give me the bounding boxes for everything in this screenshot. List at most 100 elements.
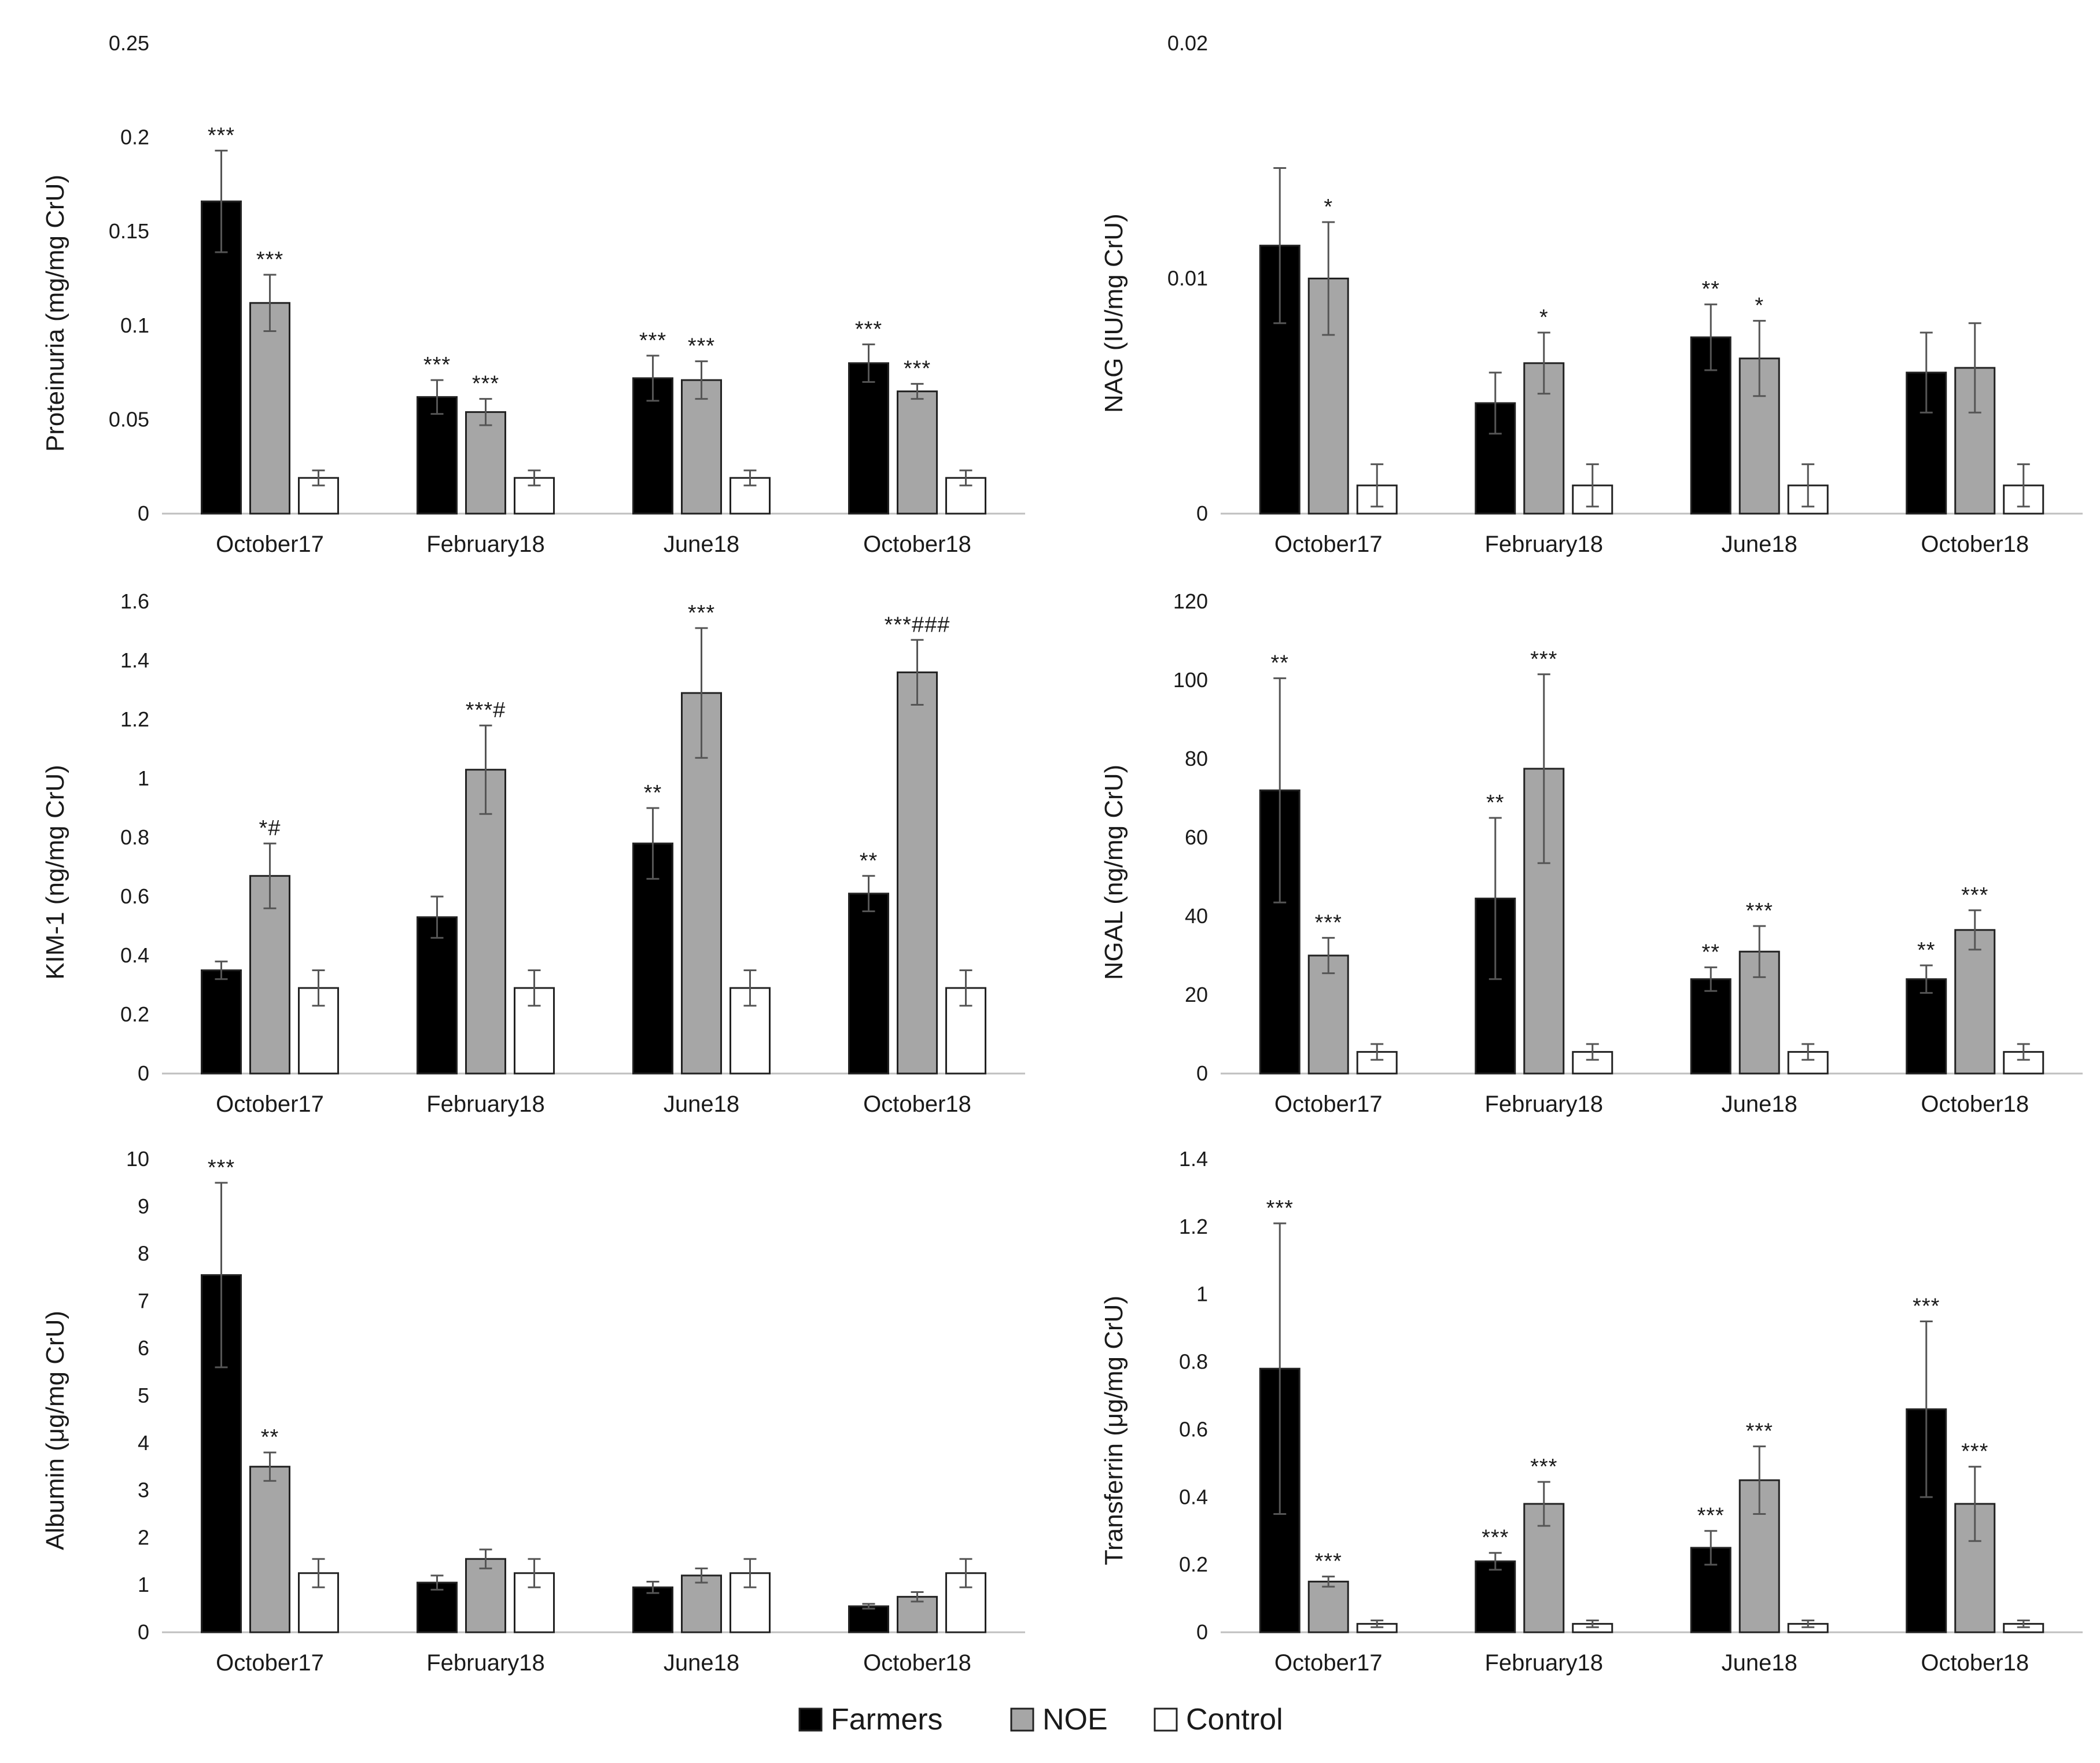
error-bar-noe-october18 <box>911 1591 924 1603</box>
y-tick-label: 0.25 <box>109 31 149 55</box>
significance-label: *** <box>1530 1455 1557 1479</box>
significance-label: ***### <box>885 613 950 637</box>
significance-label: *** <box>1315 910 1342 935</box>
error-bar-farmers-june18 <box>1704 303 1718 371</box>
chart-panel-transferrin: 0 0.2 0.4 0.6 0.8 1 1.2 1.4 Transferrin (μg/mg C… <box>1100 1147 2083 1676</box>
error-bar-farmers-october17 <box>215 149 228 253</box>
legend-swatch-noe <box>1010 1707 1034 1732</box>
chart-panel-nag: 0 0.01 0.02 NAG (IU/mg CrU) October17 * Februa… <box>1100 31 2083 557</box>
y-tick-label: 1 <box>138 1573 149 1596</box>
error-bar-noe-october17 <box>263 1451 277 1482</box>
y-tick-label: 40 <box>1185 904 1208 928</box>
bar-farmers-october17 <box>201 969 242 1075</box>
error-bar-control-october17 <box>1370 1620 1384 1628</box>
error-bar-farmers-october18 <box>862 875 875 912</box>
y-tick-label: 0.8 <box>120 825 149 849</box>
error-bar-noe-october17 <box>1322 936 1335 975</box>
error-bar-farmers-october18 <box>1920 1320 1933 1498</box>
chart-panel-ngal: 0 20 40 60 80 100 120 NGAL (ng/mg CrU) October17… <box>1100 589 2083 1117</box>
bar-farmers-february18 <box>417 396 458 515</box>
x-tick-label-february18: February18 <box>426 532 545 557</box>
y-tick-label: 0.01 <box>1167 267 1208 290</box>
bar-noe-february18 <box>465 1558 506 1633</box>
y-tick-label: 1.6 <box>120 589 149 613</box>
x-tick-label-june18: June18 <box>1722 1650 1797 1676</box>
error-bar-noe-june18 <box>695 627 708 759</box>
error-bar-noe-june18 <box>1753 320 1766 397</box>
legend-label-farmers: Farmers <box>831 1703 943 1736</box>
error-bar-noe-june18 <box>1753 925 1766 978</box>
y-tick-label: 0.4 <box>120 943 149 967</box>
y-axis-title: Albumin (μg/mg CrU) <box>41 1311 69 1550</box>
error-bar-farmers-june18 <box>646 355 660 402</box>
bar-noe-october17 <box>249 302 290 515</box>
y-tick-label: 60 <box>1185 825 1208 849</box>
y-tick-label: 80 <box>1185 747 1208 770</box>
error-bar-farmers-october17 <box>215 960 228 980</box>
significance-label: *** <box>1913 1294 1940 1318</box>
error-bar-farmers-february18 <box>1489 817 1502 980</box>
bar-farmers-february18 <box>1475 1560 1516 1633</box>
y-tick-label: 0 <box>138 1620 149 1644</box>
significance-label: *** <box>1961 1440 1988 1464</box>
bar-noe-october18 <box>897 671 938 1075</box>
significance-label: *** <box>1746 899 1773 923</box>
y-tick-label: 0.1 <box>120 313 149 337</box>
error-bar-control-october18 <box>959 1558 972 1588</box>
significance-label: ** <box>644 781 662 805</box>
error-bar-farmers-october17 <box>1273 677 1287 903</box>
y-tick-label: 1.2 <box>1179 1215 1208 1238</box>
significance-label: * <box>1755 294 1764 318</box>
error-bar-farmers-october17 <box>1273 167 1287 324</box>
bar-noe-october17 <box>249 1466 290 1633</box>
x-tick-label-february18: February18 <box>1484 532 1603 557</box>
y-tick-label: 0.2 <box>1179 1552 1208 1576</box>
significance-label: *** <box>639 329 666 353</box>
error-bar-noe-october17 <box>1322 1576 1335 1588</box>
error-bar-control-june18 <box>743 469 757 486</box>
significance-label: *** <box>855 317 882 341</box>
significance-label: *** <box>208 123 235 147</box>
significance-label: *** <box>1266 1196 1294 1220</box>
bar-farmers-october17 <box>201 200 242 515</box>
bar-noe-february18 <box>1523 362 1565 515</box>
x-tick-label-october18: October18 <box>863 1091 971 1117</box>
x-tick-label-february18: February18 <box>426 1091 545 1117</box>
error-bar-control-february18 <box>1586 463 1599 508</box>
x-tick-label-june18: June18 <box>1722 532 1797 557</box>
bar-farmers-october18 <box>848 1605 889 1633</box>
chart-panel-albumin: 0 1 2 3 4 5 6 7 8 9 10 Albumin (μg/mg CrU) October17… <box>41 1147 1025 1676</box>
bar-noe-october18 <box>897 1596 938 1633</box>
x-tick-label-february18: February18 <box>426 1650 545 1676</box>
error-bar-noe-october18 <box>1968 1466 1981 1542</box>
chart-panel-kim-1: 0 0.2 0.4 0.6 0.8 1 1.2 1.4 1.6 KIM-1 (ng/mg CrU)… <box>41 589 1025 1117</box>
error-bar-noe-june18 <box>695 1567 708 1584</box>
bar-noe-february18 <box>465 411 506 515</box>
significance-label: ** <box>1701 940 1720 964</box>
error-bar-control-october17 <box>1370 1043 1384 1061</box>
x-tick-label-june18: June18 <box>664 1091 739 1117</box>
significance-label: ** <box>1917 938 1936 962</box>
y-tick-label: 0.6 <box>1179 1417 1208 1441</box>
significance-label: ***# <box>466 698 506 722</box>
error-bar-control-october17 <box>312 969 325 1007</box>
error-bar-noe-june18 <box>1753 1445 1766 1515</box>
error-bar-farmers-june18 <box>1704 1530 1718 1566</box>
x-tick-label-february18: February18 <box>1484 1091 1603 1117</box>
x-tick-label-october18: October18 <box>863 532 971 557</box>
error-bar-control-february18 <box>1586 1620 1599 1628</box>
y-tick-label: 5 <box>138 1384 149 1407</box>
significance-label: ** <box>261 1425 279 1450</box>
error-bar-control-february18 <box>1586 1043 1599 1061</box>
bar-noe-october17 <box>1307 1580 1349 1633</box>
error-bar-control-october18 <box>959 969 972 1007</box>
error-bar-farmers-june18 <box>1704 966 1718 992</box>
error-bar-farmers-february18 <box>1489 1552 1502 1571</box>
x-tick-label-october17: October17 <box>1274 532 1383 557</box>
y-tick-label: 8 <box>138 1242 149 1266</box>
significance-label: *** <box>208 1156 235 1180</box>
error-bar-farmers-february18 <box>430 895 444 939</box>
x-tick-label-october17: October17 <box>1274 1091 1383 1117</box>
x-tick-label-october17: October17 <box>216 532 324 557</box>
error-bar-farmers-october18 <box>1920 964 1933 994</box>
